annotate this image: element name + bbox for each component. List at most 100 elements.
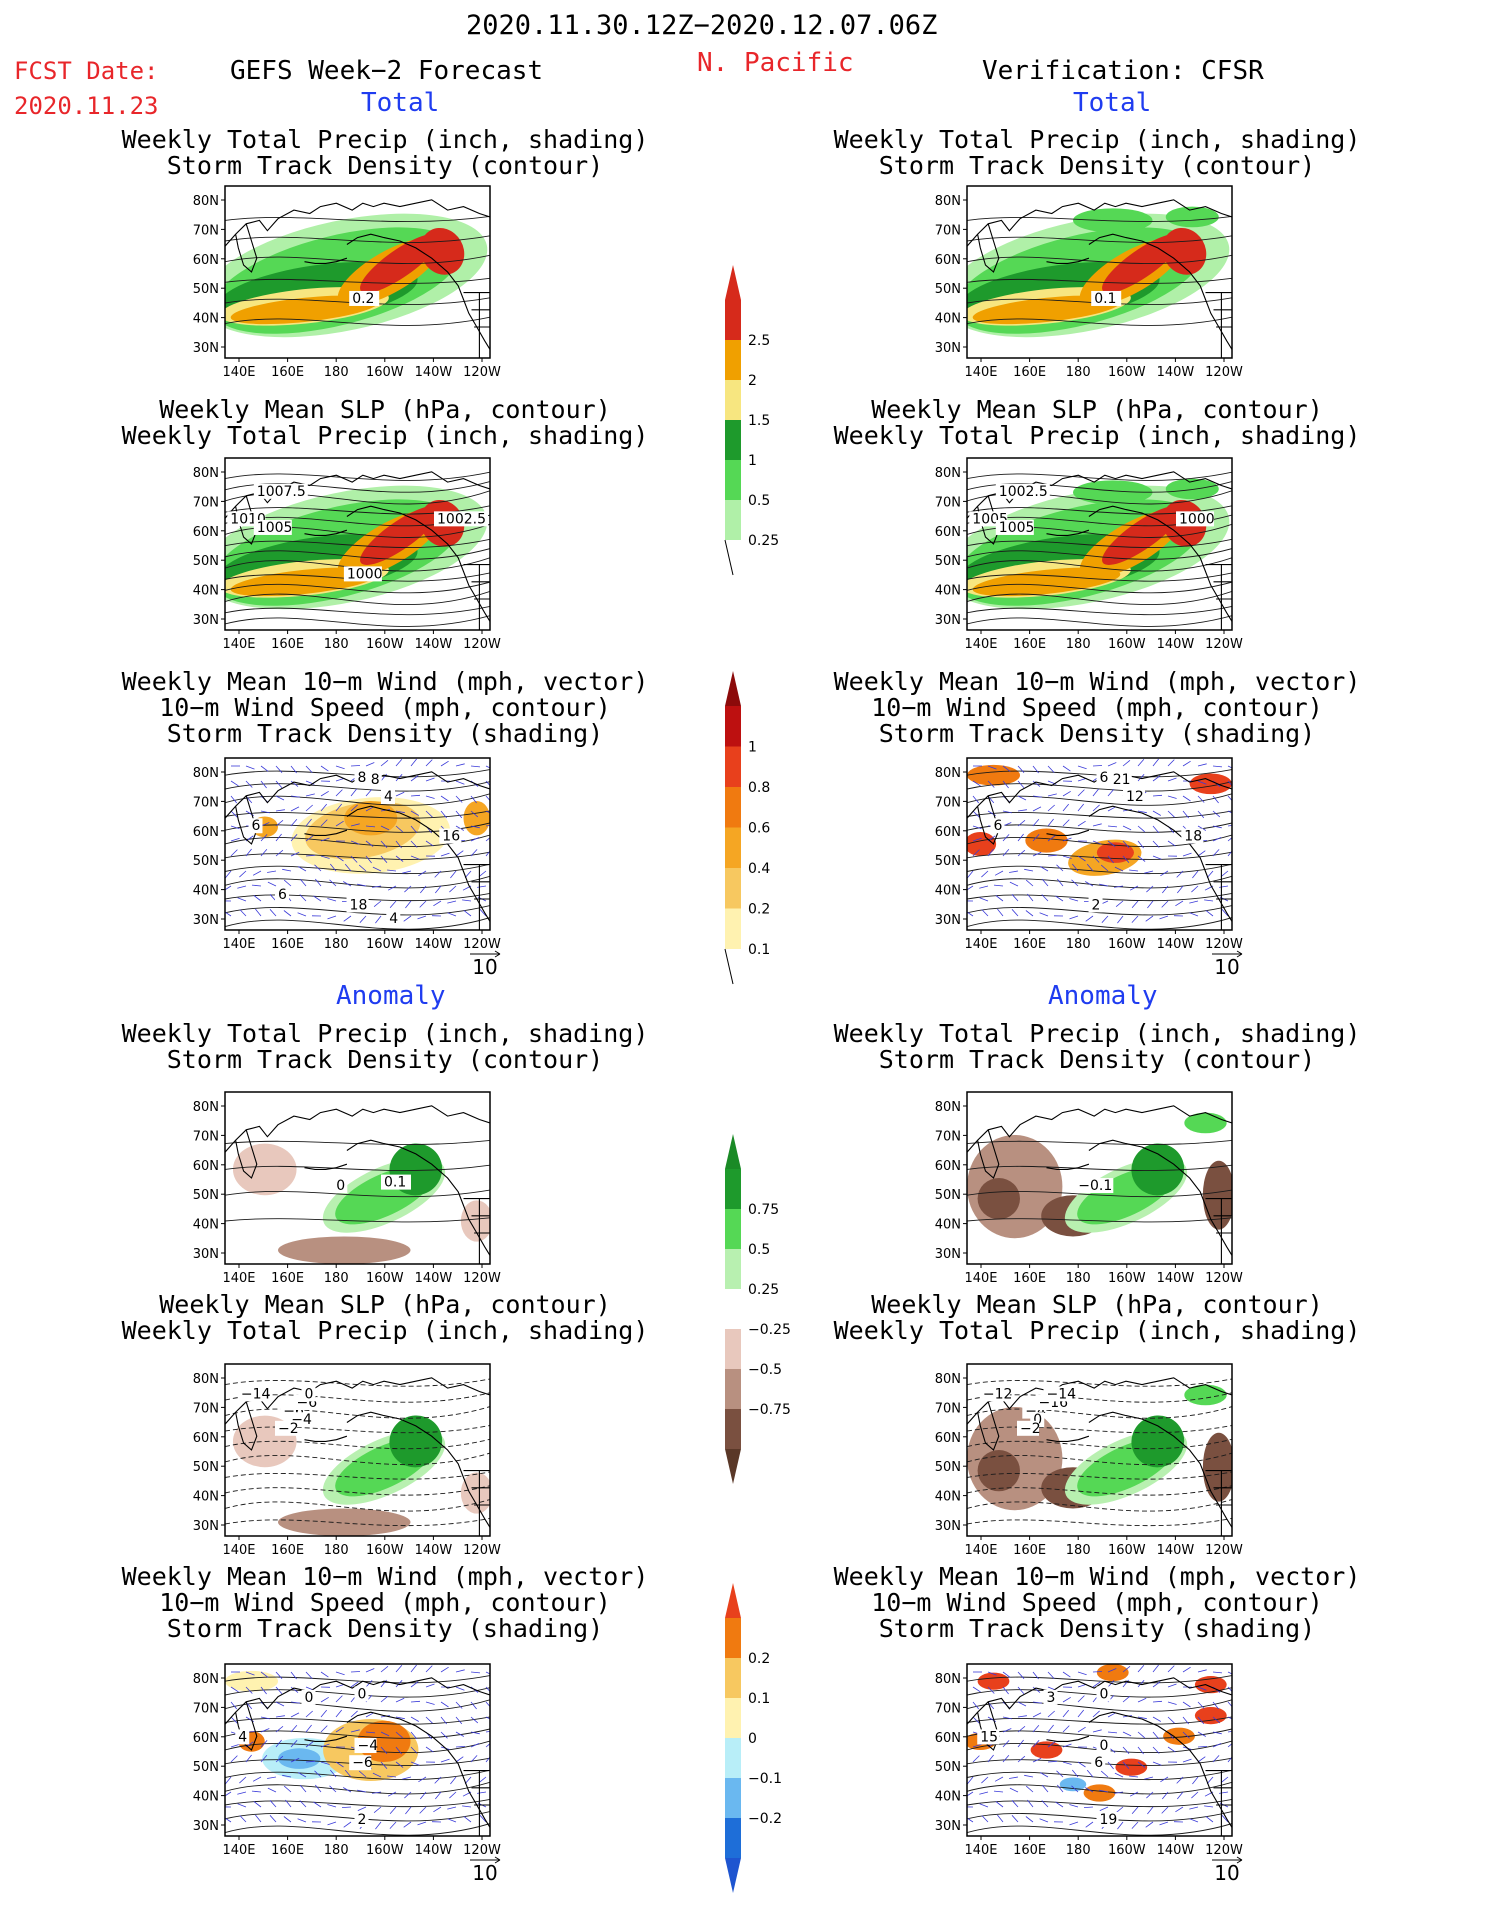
wind-vector [1197,763,1207,767]
wind-vector [267,881,277,887]
wind-vector [314,1770,322,1778]
wind-vector [1069,915,1079,920]
coastline [235,495,258,545]
shading-area [389,1143,443,1196]
wind-vector [455,1716,463,1725]
wind-vector [478,1776,487,1784]
shading-area [305,801,421,860]
wind-vector [987,835,996,842]
contour-label: 6 [252,818,261,834]
wind-vector [1160,870,1169,877]
wind-vector [343,1821,352,1828]
lat-tick-label: 80N [935,1672,961,1687]
wind-vector [350,823,360,827]
wind-vector [1032,1686,1041,1693]
contour-label-bg [349,290,380,306]
contour-label-bg [293,1395,316,1410]
wind-vector [1227,1671,1232,1675]
wind-vector [987,810,996,816]
wind-vector [387,885,397,891]
contour-line [225,1687,490,1698]
wind-vector [380,809,390,812]
lon-tick-label: 120W [463,1271,501,1286]
wind-vector [1083,900,1094,902]
lat-tick-label: 50N [935,282,961,297]
wind-vector [395,840,402,849]
shading-area [1073,208,1153,233]
wind-vector [1197,1669,1207,1673]
coastline [225,1105,490,1153]
wind-vector [1085,1787,1094,1793]
wind-vector [410,758,417,767]
wind-vector [358,1770,367,1778]
wind-vector [269,1800,277,1808]
lon-tick-label: 120W [1205,1271,1243,1286]
wind-vector [410,1700,421,1703]
wind-vector [1032,795,1042,798]
lat-tick-label: 60N [193,1431,219,1446]
contour-line [967,605,1232,616]
wind-vector [1137,1680,1145,1688]
coastline [977,1129,1000,1179]
lon-tick-label: 160W [366,1271,404,1286]
shading-area [278,1748,321,1769]
wind-vector [1152,775,1161,782]
wind-vector [290,1701,300,1704]
wind-vector [373,900,382,908]
wind-vector [1027,1799,1034,1808]
wind-vector [987,1671,997,1676]
wind-vector [1189,1806,1199,1810]
lat-tick-label: 50N [193,554,219,569]
wind-vector [485,795,490,802]
contour-label-bg [381,1174,411,1190]
contour-line [967,1798,1232,1808]
wind-vector [320,1761,330,1765]
map-background [225,458,490,630]
contour-label: −6 [283,1404,304,1420]
shading-area [344,801,398,836]
contour-line [967,514,1232,527]
reference-arrow-label: 10 [1214,1861,1239,1885]
contour-line [967,297,1232,305]
contour-line [967,1781,1232,1795]
wind-vector [1182,1758,1192,1763]
wind-vector [357,1806,367,1811]
wind-vector [1182,760,1191,767]
coastline [463,864,490,930]
wind-vector [1062,790,1071,797]
wind-vector [1032,1740,1040,1748]
map-background [225,1092,490,1264]
shading-area [967,227,1203,334]
wind-vector [350,1746,360,1751]
contour-label: 0.2 [352,291,374,307]
contour-line [225,471,490,481]
lon-tick-label: 140E [222,937,255,952]
wind-vector [350,1681,359,1688]
wind-vector [1197,1731,1206,1737]
wind-vector [1212,1755,1220,1763]
coastline [1046,257,1090,264]
contour-line [225,1823,490,1836]
wind-vector [245,1671,255,1676]
lat-tick-label: 60N [935,1159,961,1174]
wind-vector [395,825,404,833]
shading-area [1059,1777,1087,1792]
wind-vector [967,885,974,891]
contour-line [967,1378,1232,1387]
shading-area [323,1719,419,1781]
coastline [1046,1735,1090,1742]
wind-vector [350,1694,357,1703]
shading-area [225,1670,278,1692]
wind-vector [335,1726,344,1733]
wind-vector [1077,1683,1087,1688]
wind-vector [380,1715,390,1718]
contour-label-bg [439,828,462,844]
wind-vector [335,1761,344,1768]
map-field: 8 6 4 16 18 8 6 4 [225,758,490,930]
wind-vector [1137,1746,1144,1755]
map-background [967,758,1232,930]
colorbar-label: 0 [748,1731,757,1747]
fc-title-1: Weekly Total Precip (inch, shading) Storm… [121,125,649,180]
contour-label: 4 [238,1729,247,1745]
